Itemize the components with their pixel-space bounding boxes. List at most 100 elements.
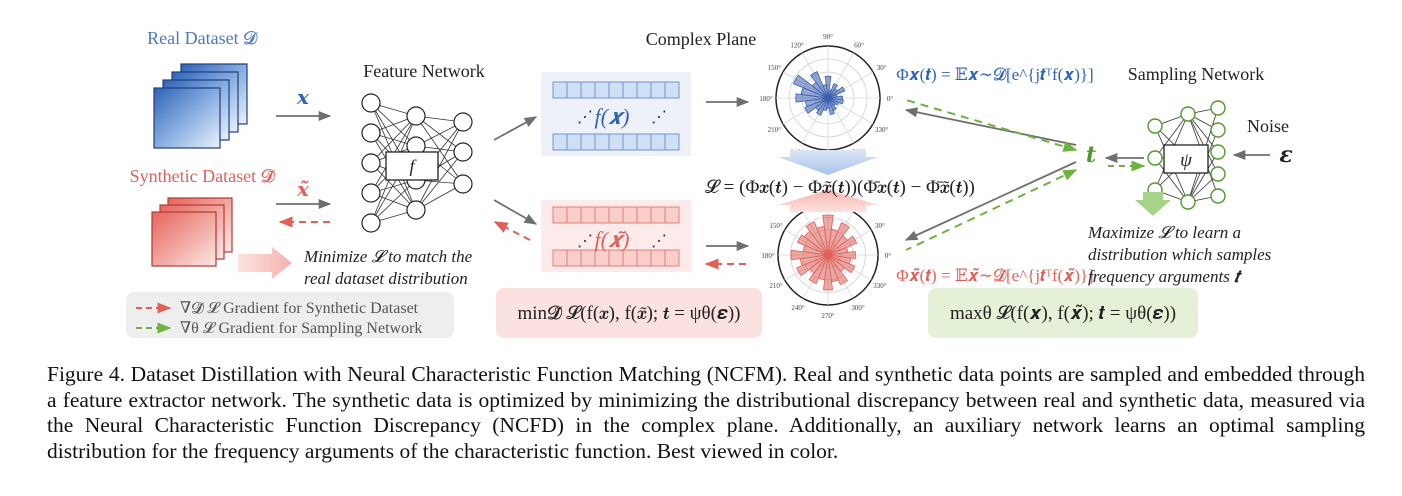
polar-synthetic-angle-label: 240° <box>791 304 805 312</box>
psi-node <box>1163 144 1209 174</box>
legend-sampling-gradient: ∇θ 𝓛 Gradient for Sampling Network <box>180 320 422 337</box>
real-embedding-cell <box>622 133 638 151</box>
polar-real-angle-label: 60° <box>854 41 864 49</box>
feature-edge <box>370 179 417 224</box>
polar-synthetic-petal <box>796 234 829 256</box>
f-node-label: f <box>409 156 417 176</box>
synthetic-embedding-cell <box>580 249 596 267</box>
real-embedding-cell <box>552 81 568 99</box>
min-objective: min𝓓̃ 𝓛(f(𝒙), f(𝒙̃); 𝒕 = ψθ(𝜺)) <box>518 303 741 324</box>
polar-synthetic-angle-label: 210° <box>769 282 783 290</box>
polar-real: 0°30°60°90°120°150°180°210°240°270°300°3… <box>759 33 893 165</box>
real-embedding-cell <box>552 133 568 151</box>
figure-caption: Figure 4. Dataset Distillation with Neur… <box>47 362 1365 463</box>
real-embedding-cell <box>608 133 624 151</box>
real-embedding-cell <box>580 81 596 99</box>
real-embedding-cell <box>664 133 680 151</box>
polar-synthetic: 0°30°60°90°120°150°180°210°240°270°300°3… <box>761 192 891 320</box>
minimize-line1: Minimize 𝓛 to match the <box>303 247 473 266</box>
polar-synthetic-angle-label: 150° <box>769 222 783 230</box>
polar-real-angle-label: 330° <box>875 126 889 134</box>
fx-dots-right: ⋰ <box>651 109 667 126</box>
synthetic-embedding-cell <box>594 249 610 267</box>
t-label: 𝒕 <box>1086 142 1096 167</box>
synthetic-embedding-cell <box>664 249 680 267</box>
up-arrow <box>778 190 878 212</box>
polar-real-angle-label: 150° <box>768 64 782 72</box>
minimize-line2: real dataset distribution <box>304 269 468 288</box>
down-arrow <box>778 150 878 175</box>
real-embedding-cell <box>594 133 610 151</box>
epsilon-label: 𝜺 <box>1279 142 1292 167</box>
phi-real-equation: Φ𝒙(𝒕) = 𝔼𝒙∼𝓓[e^{j𝒕ᵀf(𝒙)}] <box>896 65 1093 84</box>
fxt-label: f(𝒙̃) <box>595 227 630 252</box>
polar-synthetic-petal <box>790 249 829 261</box>
real-embedding-cell <box>580 133 596 151</box>
max-objective-box <box>928 288 1198 338</box>
synthetic-embedding-cell <box>622 249 638 267</box>
maximize-line1: Maximize 𝓛 to learn a <box>1087 223 1241 242</box>
polar-real-petal <box>792 74 829 99</box>
synthetic-embedding-cell <box>594 206 610 224</box>
synthetic-embedding-cell <box>664 206 680 224</box>
sampling-edge <box>1187 113 1219 153</box>
polar-real-angle-label: 0° <box>887 95 894 103</box>
polar-synthetic-petal <box>827 222 850 256</box>
synthetic-embedding-cell <box>552 249 568 267</box>
synthetic-embedding-cell <box>566 206 582 224</box>
t-to-synth-green-arrow <box>905 169 1078 251</box>
legend-synthetic-gradient: ∇𝓓̃ 𝓛 Gradient for Synthetic Dataset <box>180 300 419 317</box>
synthetic-embedding-cell <box>650 206 666 224</box>
fxt-arrow <box>493 199 538 225</box>
sampling-down-arrow <box>1135 192 1171 216</box>
polar-real-petal <box>810 71 829 99</box>
real-embedding-cell <box>566 81 582 99</box>
polar-real-petal <box>824 75 832 99</box>
max-objective: maxθ 𝓛(f(𝒙), f(𝒙̃); 𝒕 = ψθ(𝜺)) <box>950 303 1176 324</box>
x-tilde-input-label: 𝒙̃ <box>296 179 310 201</box>
synthetic-embedding-cell <box>636 206 652 224</box>
polar-real-petal <box>822 97 829 111</box>
polar-real-angle-label: 30° <box>877 64 887 72</box>
synthetic-embedding <box>541 200 691 272</box>
real-embedding-cell <box>636 133 652 151</box>
synthetic-embedding-cell <box>580 206 596 224</box>
synthetic-dataset-stack <box>151 197 233 267</box>
synthetic-embedding-cell <box>552 206 568 224</box>
synthetic-embedding-cell <box>608 206 624 224</box>
sampling-edge <box>1187 113 1219 175</box>
polar-synthetic-petal <box>827 235 858 256</box>
maximize-line3: frequency arguments 𝒕 <box>1088 267 1242 286</box>
polar-real-angle-label: 90° <box>823 33 833 41</box>
synthetic-embedding-cell <box>608 249 624 267</box>
real-embedding-cell <box>650 81 666 99</box>
polar-real-petal <box>795 93 829 103</box>
polar-real-petal <box>816 97 829 116</box>
polar-synthetic-petal <box>827 254 849 286</box>
update-arrow <box>238 247 292 279</box>
feature-edge <box>415 115 464 185</box>
real-embedding-cell <box>594 81 610 99</box>
sampling-edge <box>1154 113 1189 159</box>
synthetic-dataset-label: Synthetic Dataset 𝓓̃ <box>130 166 276 186</box>
loss-equation: 𝓛 = (Φ𝒙(𝒕) − Φ𝒙̃(𝒕))(Φ̄𝒙(𝒕) − Φ̄𝒙̃(𝒕)) <box>705 177 975 198</box>
sampling-edge <box>1154 157 1189 203</box>
polar-synthetic-petal <box>822 214 834 256</box>
polar-synthetic-angle-label: 180° <box>761 252 775 260</box>
t-to-real-green-arrow <box>905 99 1078 152</box>
synthetic-embedding-cell <box>650 249 666 267</box>
polar-real-petal <box>804 97 829 114</box>
polar-synthetic-angle-label: 0° <box>885 252 892 260</box>
polar-synthetic-angle-label: 330° <box>873 282 887 290</box>
synthetic-embedding-cell <box>566 249 582 267</box>
polar-synthetic-angle-label: 300° <box>851 304 865 312</box>
real-embedding <box>541 72 691 156</box>
real-embedding-cell <box>566 133 582 151</box>
feature-edge <box>415 121 464 211</box>
polar-real-angle-label: 210° <box>768 126 782 134</box>
polar-synthetic-petal <box>827 254 856 274</box>
polar-synthetic-petal <box>808 254 829 285</box>
polar-real-petal <box>827 83 839 99</box>
real-dataset-label: Real Dataset 𝓓 <box>147 28 258 48</box>
feature-edge <box>370 115 417 164</box>
